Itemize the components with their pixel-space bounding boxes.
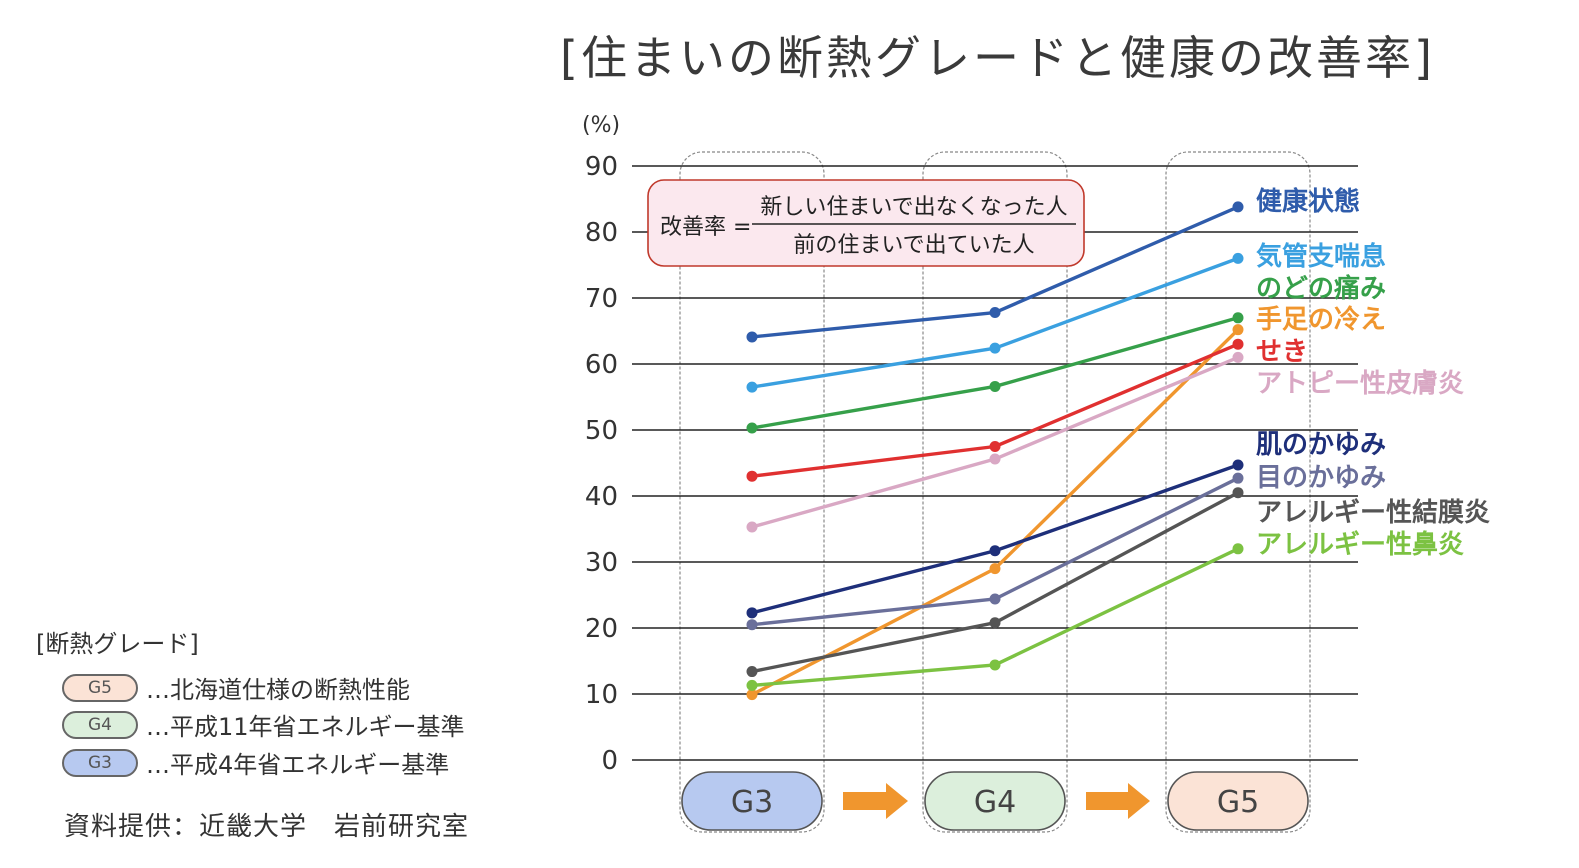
data-point xyxy=(746,679,758,691)
data-credit: 資料提供：近畿大学 岩前研究室 xyxy=(64,812,470,842)
y-tick-label: 60 xyxy=(585,350,618,380)
y-tick-label: 30 xyxy=(585,548,618,578)
legend-item-g5: G5 …北海道仕様の断熱性能 xyxy=(62,670,410,705)
data-point xyxy=(1232,338,1244,350)
x-category-pill xyxy=(1167,771,1309,831)
series-label: のどの痛み xyxy=(1256,273,1386,304)
x-category-pill xyxy=(924,771,1066,831)
y-tick-label: 50 xyxy=(585,416,618,446)
data-point xyxy=(989,617,1001,629)
data-point xyxy=(746,381,758,393)
grade-column-frame xyxy=(679,151,825,833)
series-label: 目のかゆみ xyxy=(1256,463,1386,493)
legend-desc-g4: …平成11年省エネルギー基準 xyxy=(146,713,465,741)
grade-badge-g5: G5 xyxy=(62,673,138,702)
data-point xyxy=(1232,543,1244,555)
data-point xyxy=(1232,459,1244,471)
y-tick-label: 20 xyxy=(585,614,618,644)
grade-badge-g4: G4 xyxy=(62,710,138,739)
data-point xyxy=(1232,312,1244,324)
x-tick-label: G4 xyxy=(974,785,1016,820)
series-line xyxy=(751,316,1239,430)
data-point xyxy=(989,659,1001,671)
data-point xyxy=(746,521,758,533)
y-tick-label: 10 xyxy=(585,680,618,710)
data-point xyxy=(989,342,1001,354)
progress-arrow-icon xyxy=(1086,783,1150,819)
formula-lhs: 改善率 = xyxy=(660,215,751,240)
series-label: せき xyxy=(1256,337,1308,367)
y-tick-label: 0 xyxy=(601,746,618,776)
legend-desc-g3: …平成4年省エネルギー基準 xyxy=(146,751,450,779)
grade-badge-g3: G3 xyxy=(62,748,138,777)
legend-heading: [断熱グレード] xyxy=(36,630,199,658)
legend-item-g4: G4 …平成11年省エネルギー基準 xyxy=(62,707,465,742)
series-label: 健康状態 xyxy=(1256,186,1360,217)
legend-desc-g5: …北海道仕様の断熱性能 xyxy=(146,676,410,704)
data-point xyxy=(746,331,758,343)
data-point xyxy=(746,619,758,631)
formula-box xyxy=(647,179,1085,267)
y-tick-label: 40 xyxy=(585,482,618,512)
data-point xyxy=(989,563,1001,575)
data-point xyxy=(746,470,758,482)
formula-denominator: 前の住まいで出ていた人 xyxy=(793,233,1034,258)
series-label: アレルギー性結膜炎 xyxy=(1256,497,1490,528)
data-point xyxy=(746,666,758,678)
legend-item-g3: G3 …平成4年省エネルギー基準 xyxy=(62,745,449,780)
y-tick-label: 90 xyxy=(585,152,618,182)
x-tick-label: G3 xyxy=(731,785,773,820)
chart-title: [住まいの断熱グレードと健康の改善率] xyxy=(560,31,1435,85)
data-point xyxy=(746,422,758,434)
series-label: アトピー性皮膚炎 xyxy=(1256,369,1464,399)
data-point xyxy=(1232,252,1244,264)
series-label: 肌のかゆみ xyxy=(1256,430,1386,460)
data-point xyxy=(989,441,1001,452)
data-point xyxy=(746,607,758,619)
x-tick-label: G5 xyxy=(1217,785,1259,820)
data-point xyxy=(989,593,1001,605)
progress-arrow-icon xyxy=(843,783,908,819)
series-line xyxy=(751,463,1239,615)
series-line xyxy=(751,256,1239,389)
y-tick-label: 80 xyxy=(585,218,618,248)
series-label: アレルギー性鼻炎 xyxy=(1256,530,1464,560)
data-point xyxy=(989,380,1001,392)
x-category-pill xyxy=(681,771,823,831)
data-point xyxy=(1232,324,1244,336)
series-label: 気管支喘息 xyxy=(1256,241,1386,272)
y-tick-label: 70 xyxy=(585,284,618,314)
data-point xyxy=(1232,472,1244,484)
data-point xyxy=(989,545,1001,557)
grade-column-frame xyxy=(922,151,1068,833)
data-point xyxy=(989,453,1001,465)
series-label: 手足の冷え xyxy=(1256,304,1386,335)
data-point xyxy=(1232,487,1244,499)
y-axis-label: (%) xyxy=(582,113,620,138)
formula-numerator: 新しい住まいで出なくなった人 xyxy=(760,195,1067,220)
data-point xyxy=(989,307,1001,319)
data-point xyxy=(746,689,758,701)
data-point xyxy=(1232,351,1244,363)
data-point xyxy=(1232,201,1244,213)
